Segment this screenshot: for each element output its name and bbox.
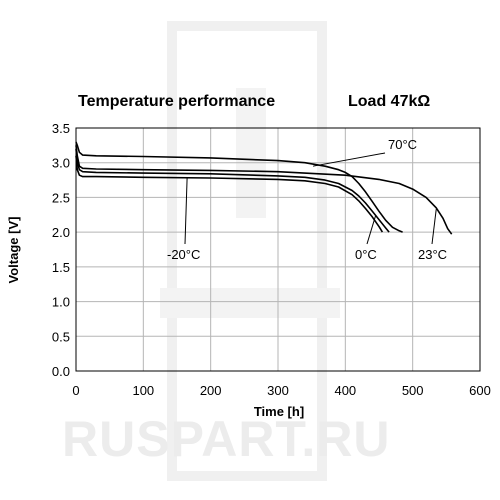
annotation-leader bbox=[184, 177, 188, 245]
x-tick-label: 500 bbox=[402, 383, 424, 398]
x-tick-label: 600 bbox=[469, 383, 491, 398]
y-tick-label: 2.0 bbox=[52, 225, 70, 240]
x-tick-label: 400 bbox=[334, 383, 356, 398]
chart-subtitle: Load 47kΩ bbox=[348, 93, 430, 110]
annotation-label: 70°C bbox=[388, 137, 417, 152]
x-axis: 0 100 200 300 400 500 600 bbox=[72, 383, 490, 398]
y-tick-label: 1.0 bbox=[52, 295, 70, 310]
series-line-23C bbox=[75, 145, 453, 235]
annotation-label: 23°C bbox=[418, 247, 447, 262]
series-line-0C bbox=[75, 148, 390, 233]
y-axis: 0.0 0.5 1.0 1.5 2.0 2.5 3.0 3.5 bbox=[52, 121, 70, 379]
y-tick-label: 0.0 bbox=[52, 364, 70, 379]
series-line-70C bbox=[75, 141, 403, 233]
annotation-leader bbox=[431, 209, 437, 245]
y-tick-label: 3.0 bbox=[52, 156, 70, 171]
x-tick-label: 0 bbox=[72, 383, 79, 398]
annotation-label: 0°C bbox=[355, 247, 377, 262]
series-layer bbox=[75, 141, 453, 235]
y-tick-label: 3.5 bbox=[52, 121, 70, 136]
y-tick-label: 1.5 bbox=[52, 260, 70, 275]
watermark-text: RUSPART.RU bbox=[62, 411, 391, 467]
annotation-leader bbox=[312, 152, 386, 167]
plot-area bbox=[75, 127, 481, 372]
x-axis-label: Time [h] bbox=[254, 404, 304, 419]
chart-title: Temperature performance bbox=[78, 93, 275, 110]
y-axis-label: Voltage [V] bbox=[6, 217, 21, 284]
y-tick-label: 0.5 bbox=[52, 329, 70, 344]
annotations: 70°C 23°C 0°C -20°C bbox=[167, 137, 447, 262]
series-line--20C bbox=[75, 155, 384, 233]
annotation-label: -20°C bbox=[167, 247, 200, 262]
y-tick-label: 2.5 bbox=[52, 190, 70, 205]
x-tick-label: 300 bbox=[267, 383, 289, 398]
annotation-leader bbox=[366, 215, 377, 245]
x-tick-label: 100 bbox=[132, 383, 154, 398]
x-tick-label: 200 bbox=[200, 383, 222, 398]
